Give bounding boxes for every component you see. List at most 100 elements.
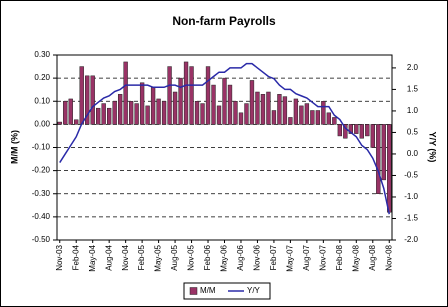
bar: [134, 103, 139, 125]
x-tick-label: Feb-04: [71, 244, 80, 270]
x-tick-label: Nov-05: [187, 244, 196, 270]
bar: [107, 107, 112, 125]
bar: [359, 124, 364, 139]
legend-label: M/M: [200, 286, 216, 295]
x-tick-label: Nov-03: [55, 244, 64, 270]
bar: [216, 105, 222, 125]
bar: [304, 103, 310, 125]
bar: [211, 84, 216, 125]
bar: [326, 112, 332, 125]
line: [59, 62, 390, 215]
x-tick-label: Nov-07: [318, 244, 327, 270]
bar: [85, 75, 90, 125]
bar: [365, 124, 370, 137]
bar: [387, 124, 392, 213]
y-tick-label: -0.50: [32, 235, 51, 244]
bar: [310, 110, 315, 125]
y-axis-label: M/M (%): [9, 130, 19, 164]
x-tick-label: Aug-07: [302, 244, 311, 270]
bar: [260, 94, 266, 125]
bar: [161, 101, 167, 125]
bar: [128, 101, 134, 125]
bar: [337, 124, 342, 137]
y2-tick-label: 2.0: [407, 63, 419, 72]
x-tick-label: Aug-04: [104, 244, 113, 270]
x-tick-label: Aug-05: [170, 244, 179, 270]
bar: [381, 124, 386, 181]
y2-tick-label: -1.5: [404, 214, 418, 223]
bar: [150, 87, 156, 125]
bar: [288, 117, 293, 125]
x-tick-label: Nov-06: [253, 244, 262, 270]
y2-axis-label: Y/Y (%): [428, 132, 438, 163]
bar: [321, 101, 326, 125]
bar: [244, 103, 249, 125]
bar: [139, 82, 145, 125]
bar: [332, 117, 337, 125]
bar: [101, 103, 106, 125]
x-tick-label: Feb-05: [137, 244, 146, 270]
x-tick-label: Nov-04: [121, 244, 130, 270]
y2-tick-label: 1.0: [407, 106, 419, 115]
bar: [266, 91, 271, 125]
bar: [200, 103, 205, 125]
bar: [74, 119, 79, 125]
x-tick-label: May-04: [88, 244, 97, 271]
y2-tick-label: -1.0: [404, 192, 418, 201]
bar: [96, 107, 101, 125]
bar: [348, 124, 353, 134]
x-tick-label: May-08: [351, 244, 360, 271]
bar: [194, 101, 200, 125]
bar: [370, 124, 375, 148]
y-tick-label: 0.10: [34, 96, 50, 105]
bar: [222, 77, 227, 125]
bar: [172, 91, 178, 125]
bar: [255, 91, 260, 125]
bar: [117, 94, 123, 125]
x-tick-label: Feb-07: [269, 244, 278, 270]
x-tick-label: May-06: [220, 244, 229, 271]
bar: [343, 124, 348, 139]
bar: [376, 124, 381, 194]
x-tick-label: Feb-08: [335, 244, 344, 270]
x-tick-label: May-05: [154, 244, 163, 271]
legend-swatch: [189, 287, 198, 295]
x-tick-label: Aug-06: [236, 244, 245, 270]
bar: [63, 101, 68, 125]
x-tick-label: Feb-06: [203, 244, 212, 270]
y-tick-label: 0.00: [34, 119, 50, 128]
bar: [293, 98, 299, 125]
y2-tick-label: 0.5: [407, 128, 419, 137]
chart-title: Non-farm Payrolls: [172, 14, 276, 28]
x-tick-label: May-07: [286, 244, 295, 271]
bar: [315, 110, 321, 125]
bar: [145, 105, 150, 125]
y-tick-label: 0.30: [34, 50, 50, 59]
bar: [227, 84, 233, 125]
legend-box: [183, 282, 271, 300]
bar: [205, 66, 211, 125]
bar: [123, 61, 128, 125]
bar: [90, 75, 95, 125]
y-tick-label: -0.20: [32, 166, 51, 175]
bar: [112, 101, 117, 125]
y2-tick-label: -0.5: [404, 171, 418, 180]
y2-tick-label: 0.0: [407, 149, 419, 158]
bar: [57, 121, 62, 125]
bar: [238, 112, 244, 125]
y-tick-label: 0.20: [34, 73, 50, 82]
y-tick-label: -0.30: [32, 189, 51, 198]
bar: [277, 94, 282, 125]
bar: [167, 66, 172, 125]
bar: [354, 124, 359, 134]
bar: [233, 101, 238, 125]
x-tick-label: Aug-08: [368, 244, 377, 270]
y-tick-label: -0.10: [32, 143, 51, 152]
bar: [271, 110, 277, 125]
bar: [79, 66, 84, 125]
bar: [183, 61, 189, 125]
bar: [282, 96, 288, 125]
bar: [299, 105, 304, 125]
